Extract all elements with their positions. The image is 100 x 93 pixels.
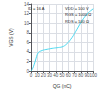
svg-text:8: 8 [26, 30, 29, 35]
svg-text:80: 80 [78, 73, 84, 78]
svg-text:40: 40 [53, 73, 59, 78]
svg-text:90: 90 [84, 73, 90, 79]
svg-text:0: 0 [30, 73, 33, 78]
svg-text:70: 70 [72, 73, 78, 78]
svg-text:4: 4 [26, 49, 29, 54]
svg-text:10: 10 [24, 21, 30, 26]
svg-text:6: 6 [26, 40, 29, 45]
svg-text:10: 10 [35, 73, 41, 78]
svg-text:100: 100 [89, 73, 97, 78]
svg-text:2: 2 [26, 59, 29, 64]
svg-text:50: 50 [60, 73, 66, 78]
svg-text:RGS = 1000 Ω: RGS = 1000 Ω [65, 12, 91, 17]
svg-text:20: 20 [41, 73, 47, 78]
svg-text:RDS = 100 Ω: RDS = 100 Ω [65, 19, 89, 24]
svg-text:VDD = 100 V: VDD = 100 V [65, 6, 89, 11]
svg-text:12: 12 [24, 11, 30, 16]
svg-text:0: 0 [26, 68, 29, 74]
svg-text:30: 30 [47, 73, 53, 78]
svg-text:VGS (V): VGS (V) [8, 28, 14, 47]
svg-text:QG (nC): QG (nC) [53, 83, 72, 89]
svg-text:14: 14 [23, 1, 29, 7]
svg-text:60: 60 [66, 73, 72, 78]
svg-text:ID = 16 A: ID = 16 A [28, 6, 45, 11]
